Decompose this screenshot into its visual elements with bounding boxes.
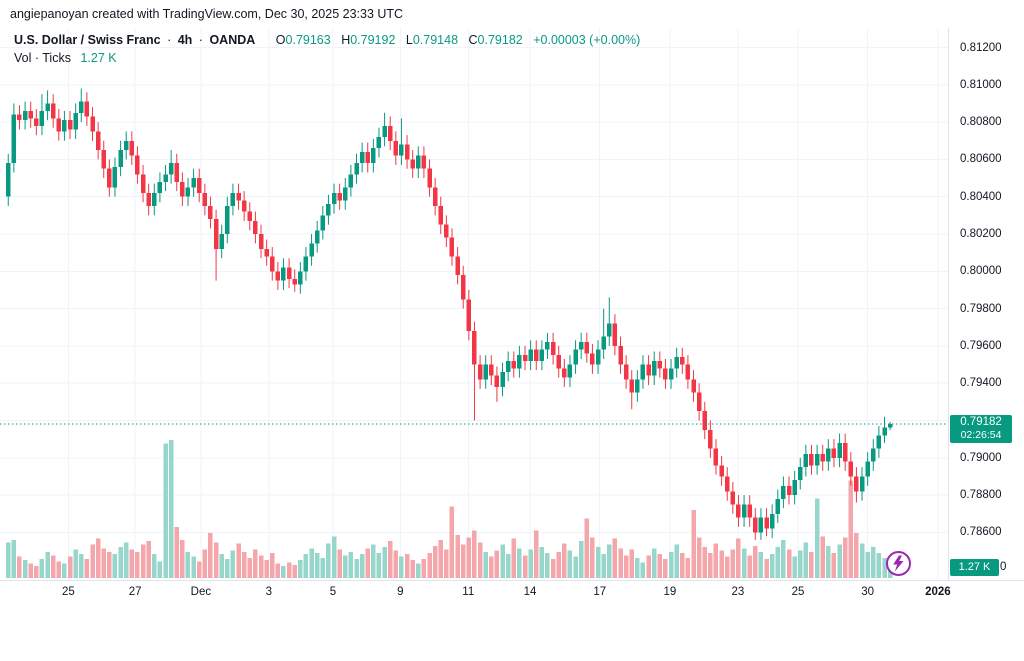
time-tick-label: 23	[731, 586, 745, 598]
last-volume-badge: 1.27 K	[950, 559, 999, 576]
time-tick-label: 25	[61, 586, 75, 598]
boost-lightning-button[interactable]	[884, 549, 913, 578]
price-tick-label: 0.80000	[960, 265, 1002, 278]
time-tick-label: 17	[593, 586, 607, 598]
price-tick-label: 0.79800	[960, 302, 1002, 315]
time-tick-label: 5	[329, 586, 337, 598]
price-tick-label: 0.80400	[960, 190, 1002, 203]
last-price-value: 0.79182	[960, 415, 1002, 428]
time-tick-label: 30	[861, 586, 875, 598]
price-axis[interactable]: 0.81200 0.81000 0.80800 0.80600 0.80400 0.802…	[948, 28, 1024, 580]
attribution-text: angiepanoyan created with TradingView.co…	[10, 7, 404, 21]
lightning-icon	[886, 551, 911, 576]
price-tick-label: 0.80600	[960, 153, 1002, 166]
volume-axis-zero-label: 0	[1000, 561, 1007, 573]
time-tick-label: 14	[523, 586, 537, 598]
time-tick-label: 11	[462, 586, 475, 598]
time-tick-label: 27	[128, 586, 142, 598]
footer: TradingView	[0, 604, 1024, 661]
time-tick-label: 9	[397, 586, 404, 598]
price-tick-label: 0.79400	[960, 377, 1002, 390]
price-tick-label: 0.79600	[960, 339, 1002, 352]
time-tick-label: 25	[791, 586, 805, 598]
price-tick-label: 0.78600	[960, 526, 1002, 539]
time-axis[interactable]: 25 27 Dec 3 5 9 11 14 17 19 23 25 30 2026	[0, 580, 1024, 604]
time-tick-label: 3	[265, 586, 273, 598]
time-tick-label: 19	[663, 586, 677, 598]
price-tick-label: 0.79000	[960, 451, 1002, 464]
price-tick-label: 0.81200	[960, 41, 1002, 54]
price-tick-label: 0.80200	[960, 228, 1002, 240]
price-tick-label: 0.81000	[960, 78, 1002, 91]
time-tick-label: 2026	[925, 586, 951, 598]
chart-plot-area[interactable]	[0, 0, 948, 604]
price-tick-label: 0.80800	[960, 116, 1002, 129]
last-price-badge: 0.79182 02:26:54	[950, 414, 1012, 443]
time-tick-label: Dec	[190, 586, 212, 598]
price-tick-label: 0.78800	[960, 489, 1002, 502]
bar-countdown: 02:26:54	[960, 428, 1002, 441]
